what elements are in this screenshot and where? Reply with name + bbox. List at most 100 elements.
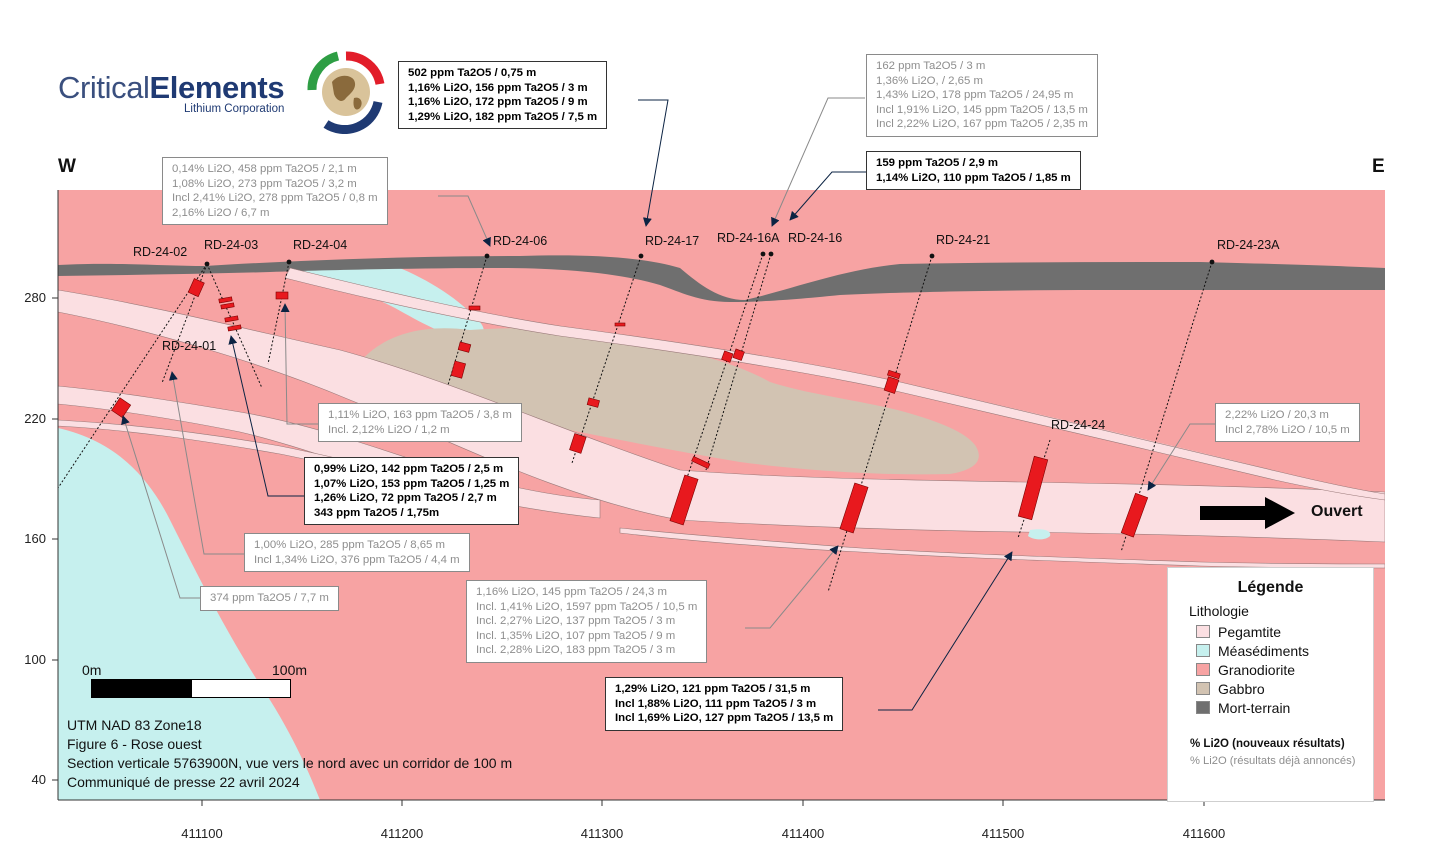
drill-hole-label: RD-24-06 — [493, 234, 548, 248]
figure-note-line: Communiqué de presse 22 avril 2024 — [67, 774, 300, 790]
company-logo: CriticalElements Lithium Corporation — [56, 50, 386, 135]
trace-rd-24-23a — [1017, 439, 1051, 539]
pegmatite-upper — [284, 267, 1385, 501]
east-label: E — [1372, 156, 1385, 177]
drill-hole-label: RD-24-16A — [717, 231, 780, 245]
west-label: W — [58, 156, 76, 177]
trace-rd-24-03 — [206, 263, 263, 389]
trace-rd-24-02 — [58, 263, 208, 489]
intercept — [227, 324, 242, 332]
x-tick-label: 411400 — [781, 826, 825, 841]
drill-hole-label: RD-24-24 — [1051, 418, 1106, 432]
figure-notes: UTM NAD 83 Zone18 Figure 6 - Rose ouest … — [67, 716, 512, 792]
legend: Légende Lithologie Pegamtite Méasédiment… — [1167, 567, 1374, 802]
gabbro-body — [352, 328, 979, 475]
trace-rd-24-16a — [671, 253, 764, 523]
scale-segment-dark — [91, 679, 191, 698]
assay-callout-rd-24-02: 374 ppm Ta2O5 / 7,7 m — [200, 586, 339, 611]
open-label: Ouvert — [1311, 503, 1363, 520]
x-tick-label: 411300 — [580, 826, 624, 841]
assay-callout-rd-24-06: 0,14% Li2O, 458 ppm Ta2O5 / 2,1 m 1,08% L… — [162, 157, 388, 226]
x-tick-label: 411100 — [181, 826, 223, 841]
granodiorite-swatch — [1196, 663, 1210, 676]
trace-rd-24-04 — [267, 261, 290, 365]
collars — [204, 251, 1215, 267]
gabbro-swatch — [1196, 682, 1210, 695]
trace-rd-24-17 — [571, 255, 642, 464]
intercept — [218, 296, 233, 304]
intercept — [457, 341, 472, 353]
legend-item-pegmatite: Pegamtite — [1196, 624, 1281, 640]
collar-rd-24-17 — [638, 253, 644, 259]
overburden-swatch — [1196, 701, 1210, 714]
legend-item-metasediments: Méasédiments — [1196, 643, 1309, 659]
axes — [52, 190, 1385, 806]
open-direction-arrow — [1200, 497, 1295, 529]
drill-hole-label: RD-24-03 — [204, 238, 259, 252]
logo-subtitle: Lithium Corporation — [184, 103, 285, 115]
collar-rd-24-21 — [929, 253, 935, 259]
metasediments-lens — [1028, 529, 1051, 540]
legend-item-gabbro: Gabbro — [1196, 681, 1265, 697]
intercept — [468, 305, 481, 311]
legend-note-new-results: % Li2O (nouveaux résultats) — [1190, 738, 1345, 750]
intercept — [1017, 455, 1049, 521]
collar-rd-24-02 — [204, 261, 210, 267]
figure-note-line: UTM NAD 83 Zone18 — [67, 717, 202, 733]
scale-segment-light — [191, 679, 291, 698]
x-tick-label: 411200 — [380, 826, 424, 841]
intercept — [111, 397, 132, 418]
intercept — [732, 348, 745, 361]
intercept — [187, 278, 205, 298]
assay-callout-rd-24-17: 502 ppm Ta2O5 / 0,75 m 1,16% Li2O, 156 pp… — [398, 61, 608, 130]
metasediments-west — [58, 428, 320, 800]
figure-note-line: Figure 6 - Rose ouest — [67, 736, 202, 752]
intercept — [886, 369, 901, 380]
metasediments-upper — [255, 264, 484, 340]
scale-end-label: 100m — [272, 662, 308, 678]
drill-hole-label: RD-24-01 — [162, 339, 217, 353]
intercept — [1120, 492, 1149, 538]
assay-callout-rd-24-24: 1,29% Li2O, 121 ppm Ta2O5 / 31,5 m Incl 1… — [605, 677, 844, 731]
x-tick-label: 411500 — [981, 826, 1025, 841]
y-tick-label: 280 — [24, 290, 46, 305]
intercept — [691, 455, 711, 469]
drill-hole-label: RD-24-02 — [133, 245, 188, 259]
intercept — [721, 350, 734, 363]
drill-hole-label: RD-24-04 — [293, 238, 348, 252]
assay-callout-rd-24-03: 0,99% Li2O, 142 ppm Ta2O5 / 2,5 m 1,07% L… — [304, 457, 520, 526]
overburden — [58, 255, 1385, 302]
callout-leaders — [121, 97, 1215, 711]
intercept — [883, 376, 900, 394]
intercept — [275, 291, 289, 300]
legend-title: Légende — [1237, 579, 1304, 596]
y-tick-label: 160 — [24, 531, 46, 546]
legend-subtitle: Lithologie — [1189, 603, 1249, 619]
intercept — [569, 433, 587, 454]
collar-rd-24-06 — [484, 253, 490, 259]
trace-rd-24-16 — [705, 253, 772, 471]
y-tick-label: 220 — [24, 411, 46, 426]
assay-callout-rd-24-04: 1,11% Li2O, 163 ppm Ta2O5 / 3,8 m Incl. 2… — [318, 403, 522, 443]
y-tick-label: 40 — [31, 772, 46, 787]
y-tick-label: 100 — [24, 652, 46, 667]
assay-callout-rd-24-23a: 2,22% Li2O / 20,3 m Incl 2,78% Li2O / 10,… — [1215, 403, 1360, 443]
pegmatite-swatch — [1196, 625, 1210, 638]
drill-hole-label: RD-24-17 — [645, 234, 700, 248]
intercept — [450, 360, 466, 379]
logo-wordmark: CriticalElements — [58, 70, 285, 105]
assay-callout-rd-24-01: 1,00% Li2O, 285 ppm Ta2O5 / 8,65 m Incl 1… — [244, 533, 470, 573]
intercepts — [111, 278, 1149, 538]
scale-bar: 0m 100m — [82, 662, 308, 702]
collar-rd-24-16 — [768, 251, 774, 257]
intercept — [224, 315, 239, 323]
intercept — [220, 302, 235, 310]
metasediments-swatch — [1196, 644, 1210, 657]
legend-item-overburden: Mort-terrain — [1196, 700, 1290, 716]
collar-rd-24-23a — [1209, 259, 1215, 265]
drill-hole-label: RD-24-21 — [936, 233, 991, 247]
globe-icon — [307, 51, 385, 134]
assay-callout-rd-24-21: 1,16% Li2O, 145 ppm Ta2O5 / 24,3 m Incl. … — [466, 580, 708, 663]
drill-hole-label: RD-24-23A — [1217, 238, 1280, 252]
